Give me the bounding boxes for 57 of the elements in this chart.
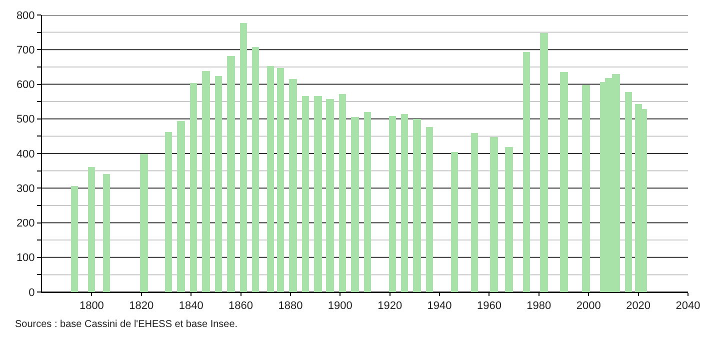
bar [252,47,259,292]
x-tick-label: 1860 [228,300,254,312]
bar [505,147,513,292]
bar [339,94,346,292]
bar [71,186,78,292]
bar [389,116,396,292]
y-tick-label: 700 [16,44,35,56]
x-tick-label: 1840 [178,300,204,312]
y-tick-label: 200 [16,218,35,230]
bar [490,137,498,292]
y-tick-label: 0 [28,286,35,299]
x-tick-label: 1980 [526,300,552,312]
x-tick-label: 2040 [676,300,700,312]
bar [227,56,235,292]
y-tick-label: 400 [16,148,35,160]
bar [625,92,632,292]
bar [289,79,297,292]
bar [177,121,185,292]
bar [426,127,433,292]
x-tick-label: 1820 [129,300,154,312]
y-tick-label: 600 [16,79,35,92]
bar [560,72,568,292]
bar [413,119,421,292]
bar [215,76,222,292]
bar [165,132,172,292]
y-tick-label: 300 [16,182,35,195]
x-tick-label: 2020 [626,300,651,312]
bar [326,99,334,292]
x-tick-label: 1800 [79,300,104,312]
bar [314,96,322,292]
x-tick-label: 1940 [427,300,452,312]
x-tick-label: 2000 [576,300,601,312]
bar [103,174,110,292]
bar [202,71,210,292]
bar [267,66,274,292]
bar [540,33,548,292]
source-note: Sources : base Cassini de l'EHESS et base Insee. [15,319,238,330]
x-tick-label: 1920 [378,300,402,312]
bar [523,52,530,292]
bar [351,117,359,292]
bar [277,68,284,292]
x-tick-label: 1900 [328,300,352,312]
x-tick-label: 1880 [278,300,303,312]
bar [471,133,478,292]
bar [88,167,95,292]
bar [302,96,309,292]
y-tick-label: 500 [16,114,35,126]
bar [451,152,458,292]
bar [582,85,590,292]
y-tick-label: 800 [16,10,35,22]
x-tick-label: 1960 [476,300,502,312]
bar [190,83,197,292]
bar [364,112,371,292]
bar [240,23,247,292]
bar [140,154,148,292]
bar [401,114,408,292]
y-tick-label: 100 [16,252,35,264]
